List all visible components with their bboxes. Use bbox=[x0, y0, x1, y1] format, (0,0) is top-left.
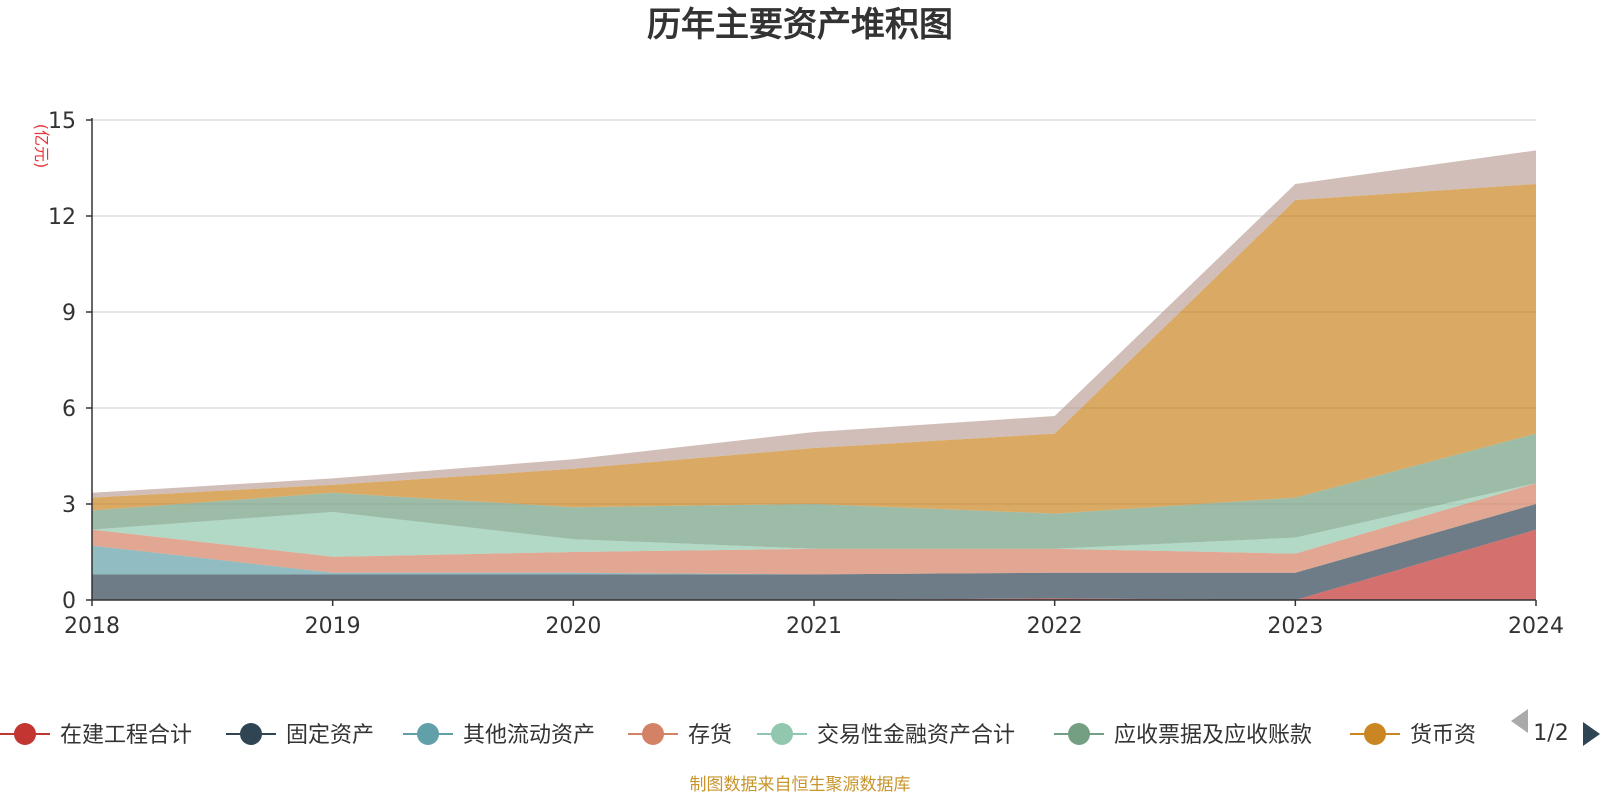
y-tick-label: 6 bbox=[62, 397, 76, 422]
legend-item[interactable]: 应收票据及应收账款 bbox=[1054, 723, 1312, 748]
legend-prev-arrow-icon[interactable] bbox=[1511, 709, 1528, 733]
y-tick-label: 0 bbox=[62, 589, 76, 614]
x-tick-label: 2023 bbox=[1267, 614, 1323, 639]
area-series-1 bbox=[92, 504, 1536, 600]
legend-pager: 1/2 bbox=[1511, 709, 1600, 746]
legend-label: 交易性金融资产合计 bbox=[817, 723, 1015, 748]
legend-circle-marker bbox=[1068, 723, 1090, 745]
legend-next-arrow-icon[interactable] bbox=[1583, 722, 1600, 746]
legend-item[interactable]: 交易性金融资产合计 bbox=[757, 723, 1015, 748]
area-series-5 bbox=[92, 433, 1536, 549]
legend: 在建工程合计 固定资产 其他流动资产 存货 交易性金融资产合计 应收票据及应收账款 货币资 bbox=[0, 723, 1476, 748]
y-tick-label: 15 bbox=[48, 109, 76, 134]
x-tick-label: 2021 bbox=[786, 614, 842, 639]
legend-item[interactable]: 货币资 bbox=[1350, 723, 1476, 748]
legend-item[interactable]: 其他流动资产 bbox=[403, 723, 595, 748]
area-series-group bbox=[92, 150, 1536, 600]
legend-page-indicator: 1/2 bbox=[1533, 721, 1568, 746]
y-tick-label: 9 bbox=[62, 301, 76, 326]
legend-circle-marker bbox=[14, 723, 36, 745]
legend-label: 货币资 bbox=[1410, 723, 1476, 748]
chart-title: 历年主要资产堆积图 bbox=[647, 5, 953, 45]
source-note: 制图数据来自恒生聚源数据库 bbox=[690, 775, 911, 795]
axes: 0 3 6 9 12 15 2018 2019 2020 2021 2022 2023 2024 bbox=[48, 109, 1564, 639]
legend-circle-marker bbox=[771, 723, 793, 745]
area-series-7 bbox=[92, 150, 1536, 498]
legend-circle-marker bbox=[1364, 723, 1386, 745]
area-series-3 bbox=[92, 483, 1536, 575]
legend-circle-marker bbox=[240, 723, 262, 745]
area-series-0 bbox=[92, 529, 1536, 600]
y-tick-label: 3 bbox=[62, 493, 76, 518]
y-axis-unit: (亿元) bbox=[32, 124, 51, 169]
legend-item[interactable]: 存货 bbox=[628, 723, 732, 748]
legend-label: 应收票据及应收账款 bbox=[1114, 723, 1312, 748]
area-series-6 bbox=[92, 184, 1536, 514]
area-series-2 bbox=[92, 504, 1536, 575]
legend-label: 存货 bbox=[688, 723, 732, 748]
legend-label: 在建工程合计 bbox=[60, 723, 192, 748]
y-tick-label: 12 bbox=[48, 205, 76, 230]
legend-label: 其他流动资产 bbox=[463, 723, 595, 748]
legend-circle-marker bbox=[642, 723, 664, 745]
x-tick-label: 2020 bbox=[545, 614, 601, 639]
area-series-4 bbox=[92, 483, 1536, 557]
x-tick-label: 2022 bbox=[1027, 614, 1083, 639]
legend-circle-marker bbox=[417, 723, 439, 745]
legend-label: 固定资产 bbox=[286, 723, 374, 748]
legend-item[interactable]: 固定资产 bbox=[226, 723, 374, 748]
x-tick-label: 2019 bbox=[305, 614, 361, 639]
legend-item[interactable]: 在建工程合计 bbox=[0, 723, 192, 748]
x-tick-label: 2024 bbox=[1508, 614, 1564, 639]
x-tick-label: 2018 bbox=[64, 614, 120, 639]
